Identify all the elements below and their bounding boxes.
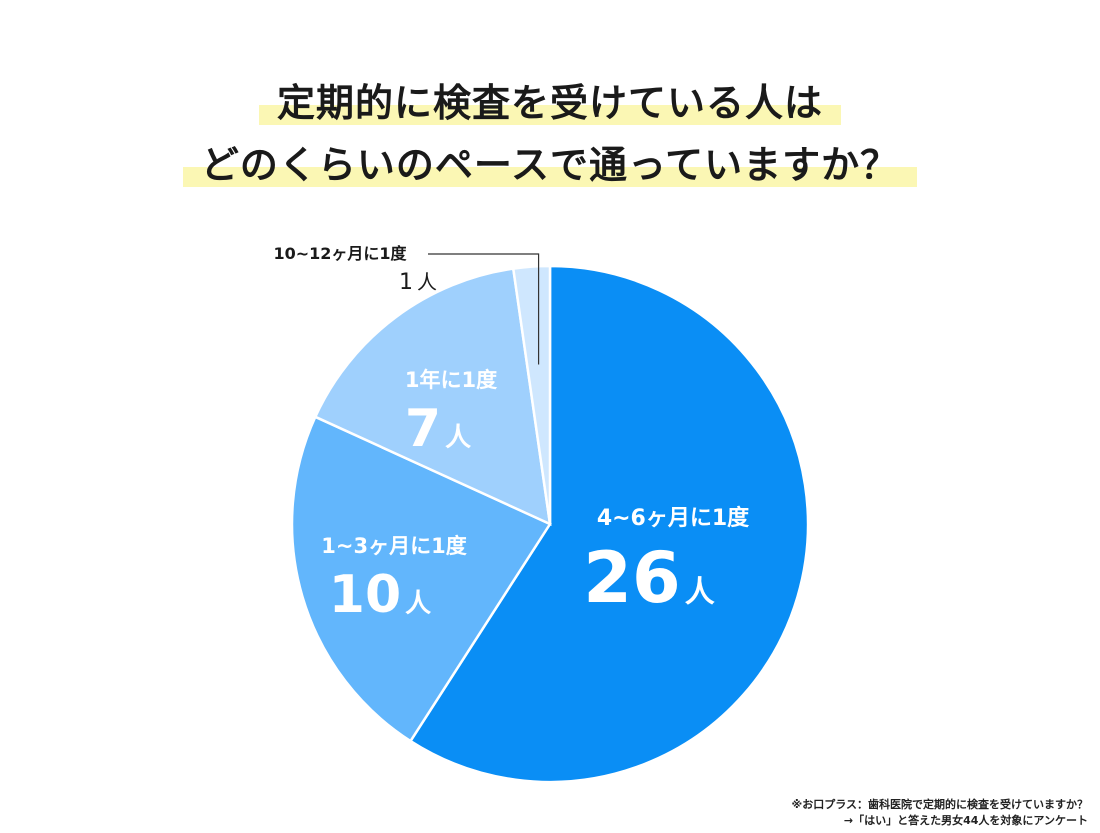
leader-line-4 xyxy=(428,253,540,365)
slice-value-1: 26 人 xyxy=(583,537,714,619)
pie-slice-4 xyxy=(511,264,552,525)
pie-slice-3 xyxy=(313,267,552,527)
chart-title-text-2: どのくらいのペースで通っていますか？ xyxy=(182,143,918,187)
pie-slice-2 xyxy=(290,415,552,743)
footnote-source: ※お口プラス：歯科医院で定期的に検査を受けていますか？ xyxy=(791,798,1088,811)
footnote-sample: →「はい」と答えた男女44人を対象にアンケート xyxy=(843,814,1088,827)
slice-label-2: 1~3ヶ月に1度 xyxy=(321,534,466,558)
slice-label-1: 4~6ヶ月に1度 xyxy=(597,505,750,531)
chart-title-line-2: どのくらいのペースで通っていますか？ xyxy=(0,140,1100,190)
slice-value-2: 10 人 xyxy=(329,565,431,625)
chart-title-line-1: 定期的に検査を受けている人は xyxy=(0,78,1100,128)
pie-slice-1 xyxy=(408,264,810,784)
slice-label-3: 1年に1度 xyxy=(405,368,497,392)
chart-title-text-1: 定期的に検査を受けている人は xyxy=(258,81,841,125)
slice-label-4: 10~12ヶ月に1度 xyxy=(273,244,407,263)
